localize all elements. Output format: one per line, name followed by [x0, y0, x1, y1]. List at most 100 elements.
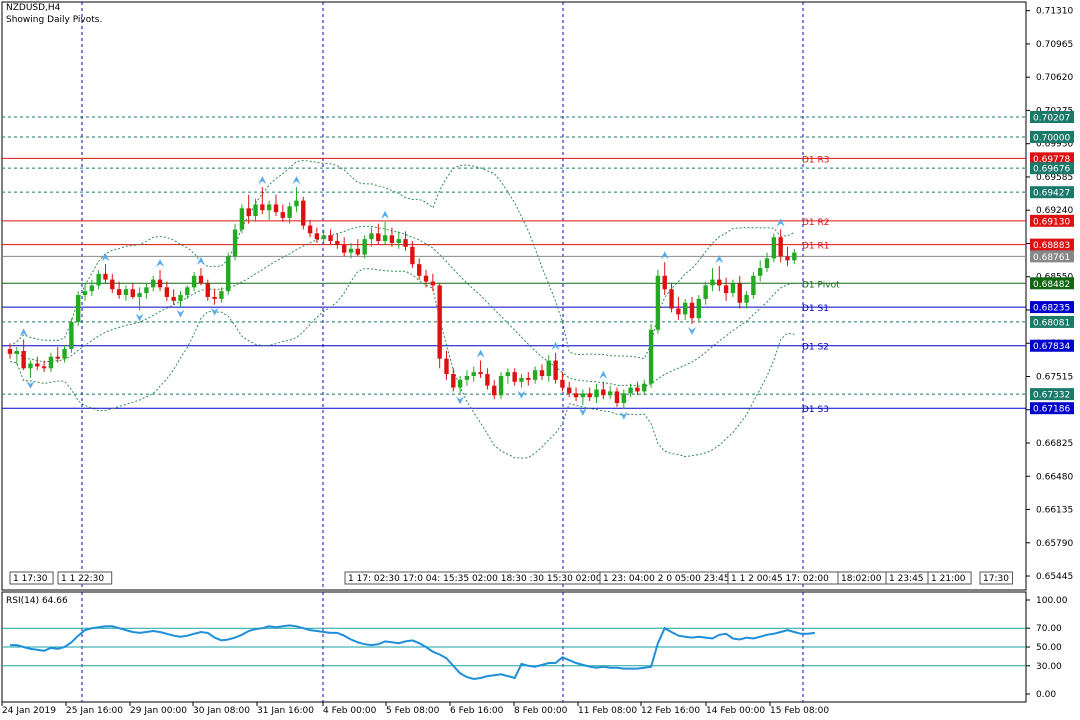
price-tag-box [1030, 301, 1074, 314]
symbol-title: NZDUSD,H4 [6, 3, 61, 13]
price-axis-label: 0.67515 [1036, 372, 1073, 382]
candle-body [205, 283, 210, 297]
candle-body [130, 289, 135, 297]
candle-body [198, 275, 204, 284]
candle-body [28, 363, 33, 369]
price-tag-label: 0.69427 [1033, 189, 1070, 199]
candle-body [587, 393, 592, 398]
candle-body [662, 275, 667, 290]
price-tag-box [1030, 402, 1074, 415]
session-tag-box [9, 571, 54, 585]
fractal-down-arrow [619, 411, 628, 420]
price-tag-label: 0.69778 [1033, 155, 1070, 165]
price-tag-label: 0.68081 [1033, 318, 1070, 328]
candle-body [512, 372, 517, 382]
rsi-axis-label: 70.00 [1036, 624, 1062, 634]
candle-body [341, 244, 347, 253]
rsi-line [10, 624, 815, 681]
fractal-down-arrow [135, 313, 144, 322]
candle-body [764, 258, 770, 269]
candle-body [478, 372, 483, 375]
price-tag-box [1030, 110, 1074, 123]
bollinger-lower-band [9, 268, 795, 459]
session-tag-box [57, 571, 113, 585]
session-tag-label: 1 23:45 [889, 574, 924, 584]
price-tag-box [1030, 388, 1074, 401]
candle-body [430, 281, 436, 286]
candle-body [723, 285, 729, 294]
price-tag-box [1030, 214, 1074, 227]
price-tag-label: 0.69676 [1033, 165, 1070, 175]
price-axis-label: 0.70620 [1036, 73, 1073, 83]
candle-body [451, 374, 456, 388]
price-tag-label: 0.68761 [1033, 253, 1070, 263]
candle-body [301, 200, 306, 226]
fractal-up-arrow [258, 176, 267, 185]
candle-body [696, 298, 702, 319]
candle-body [185, 287, 190, 296]
candle-body [260, 204, 265, 211]
rsi-axis-label: 50.00 [1036, 643, 1062, 653]
time-axis-label: 8 Feb 00:00 [514, 706, 568, 716]
candle-body [239, 208, 245, 230]
candle-body [266, 204, 272, 211]
candle-body [226, 256, 231, 292]
candle-body [628, 387, 633, 394]
candle-body [539, 370, 545, 377]
fractal-up-arrow [776, 218, 785, 227]
candle-body [717, 279, 722, 286]
candle-body [648, 329, 654, 384]
price-tag-label: 0.67834 [1033, 342, 1070, 352]
candle-body [417, 264, 422, 276]
candle-body [758, 268, 763, 276]
candle-body [144, 287, 149, 294]
candle-body [137, 293, 142, 297]
session-tag-label: 1 1 2 00:45 17: 02:00 [731, 574, 829, 584]
fractal-up-arrow [599, 370, 608, 379]
time-axis-label: 25 Jan 16:00 [66, 706, 123, 716]
candle-body [151, 279, 156, 288]
price-tag-label: 0.68883 [1033, 241, 1070, 251]
candle-body [689, 302, 695, 319]
pivot-level-label: D1 R2 [802, 218, 830, 228]
candle-body [191, 275, 197, 288]
price-tag-box [1030, 162, 1074, 175]
fractal-down-arrow [210, 307, 219, 316]
time-axis-label: 29 Jan 00:00 [130, 706, 187, 716]
candle-body [444, 358, 449, 375]
candle-body [110, 279, 115, 290]
price-axis-label: 0.65445 [1036, 572, 1073, 582]
candle-body [546, 360, 551, 377]
time-axis-label: 6 Feb 16:00 [450, 706, 504, 716]
candle-body [607, 391, 613, 396]
main-chart-frame [1, 1, 1027, 591]
candle-body [485, 374, 490, 386]
pivot-level-label: D1 R3 [802, 155, 830, 165]
candle-body [567, 387, 572, 394]
time-axis-label: 30 Jan 08:00 [193, 706, 250, 716]
candle-body [294, 200, 299, 207]
price-axis-label: 0.65790 [1036, 539, 1073, 549]
time-axis-label: 11 Feb 08:00 [578, 706, 637, 716]
candle-body [273, 204, 279, 213]
candle-body [69, 322, 74, 350]
candle-body [635, 387, 640, 392]
fractal-down-arrow [578, 407, 587, 416]
session-tag-box [927, 571, 972, 585]
candle-body [41, 366, 47, 369]
candle-body [348, 248, 354, 253]
candle-body [785, 256, 790, 261]
candle-body [676, 308, 681, 315]
candle-body [389, 235, 395, 243]
session-tag-label: 1 17:30 [13, 574, 48, 584]
session-tag-box [979, 571, 1013, 585]
fractal-down-arrow [517, 390, 526, 399]
price-axis-label: 0.66135 [1036, 506, 1073, 516]
fractal-down-arrow [176, 309, 185, 318]
candle-body [580, 393, 586, 398]
candle-body [55, 356, 60, 359]
pivot-level-label: D1 S1 [802, 304, 829, 314]
pivot-level-label: D1 R1 [802, 242, 830, 252]
session-tag-label: 1 23: 04:00 2 0 05:00 23:45 [603, 574, 730, 584]
